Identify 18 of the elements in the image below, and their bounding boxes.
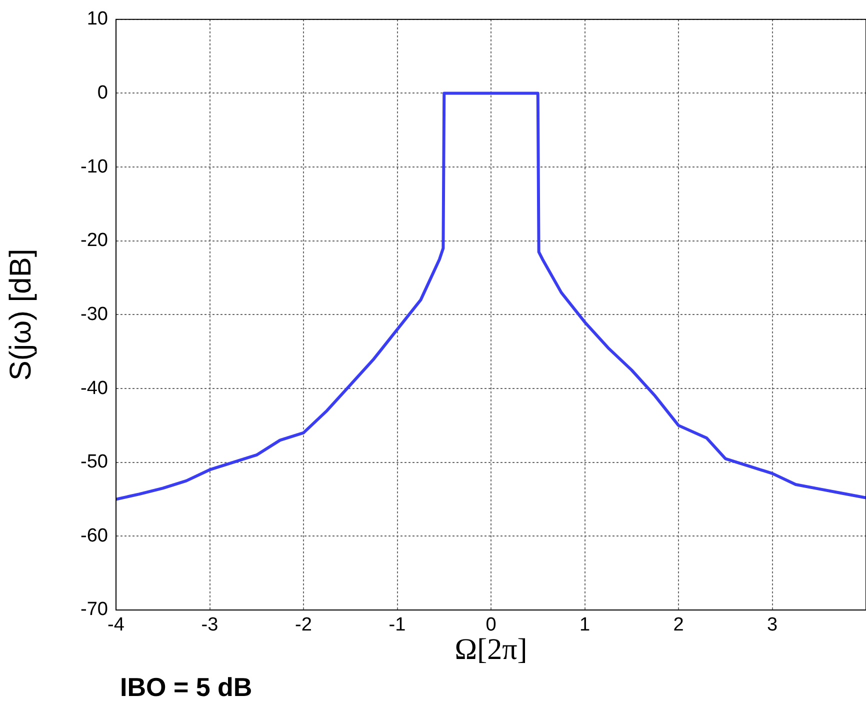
- x-tick-label: -4: [108, 614, 125, 636]
- y-tick-label: -70: [80, 599, 108, 620]
- y-tick-label: -30: [80, 304, 108, 325]
- y-tick-label: -60: [80, 525, 108, 546]
- y-tick-label: -10: [80, 156, 108, 178]
- text: IBO = 5 dB: [120, 672, 252, 703]
- x-tick-label: 2: [673, 614, 684, 636]
- y-tick-label: 0: [97, 82, 108, 104]
- x-tick-label: 3: [766, 614, 778, 636]
- x-tick-label: -1: [388, 614, 406, 636]
- x-tick-label: -2: [295, 614, 312, 636]
- x-tick-label: 1: [579, 614, 590, 636]
- y-tick-label: 10: [86, 8, 108, 30]
- x-tick-label: -3: [201, 614, 218, 636]
- y-tick-label: -40: [80, 378, 108, 399]
- y-axis-title: S(jω) [dB]: [4, 248, 38, 381]
- y-tick-label: -20: [80, 230, 108, 252]
- y-tick-label: -50: [80, 452, 108, 473]
